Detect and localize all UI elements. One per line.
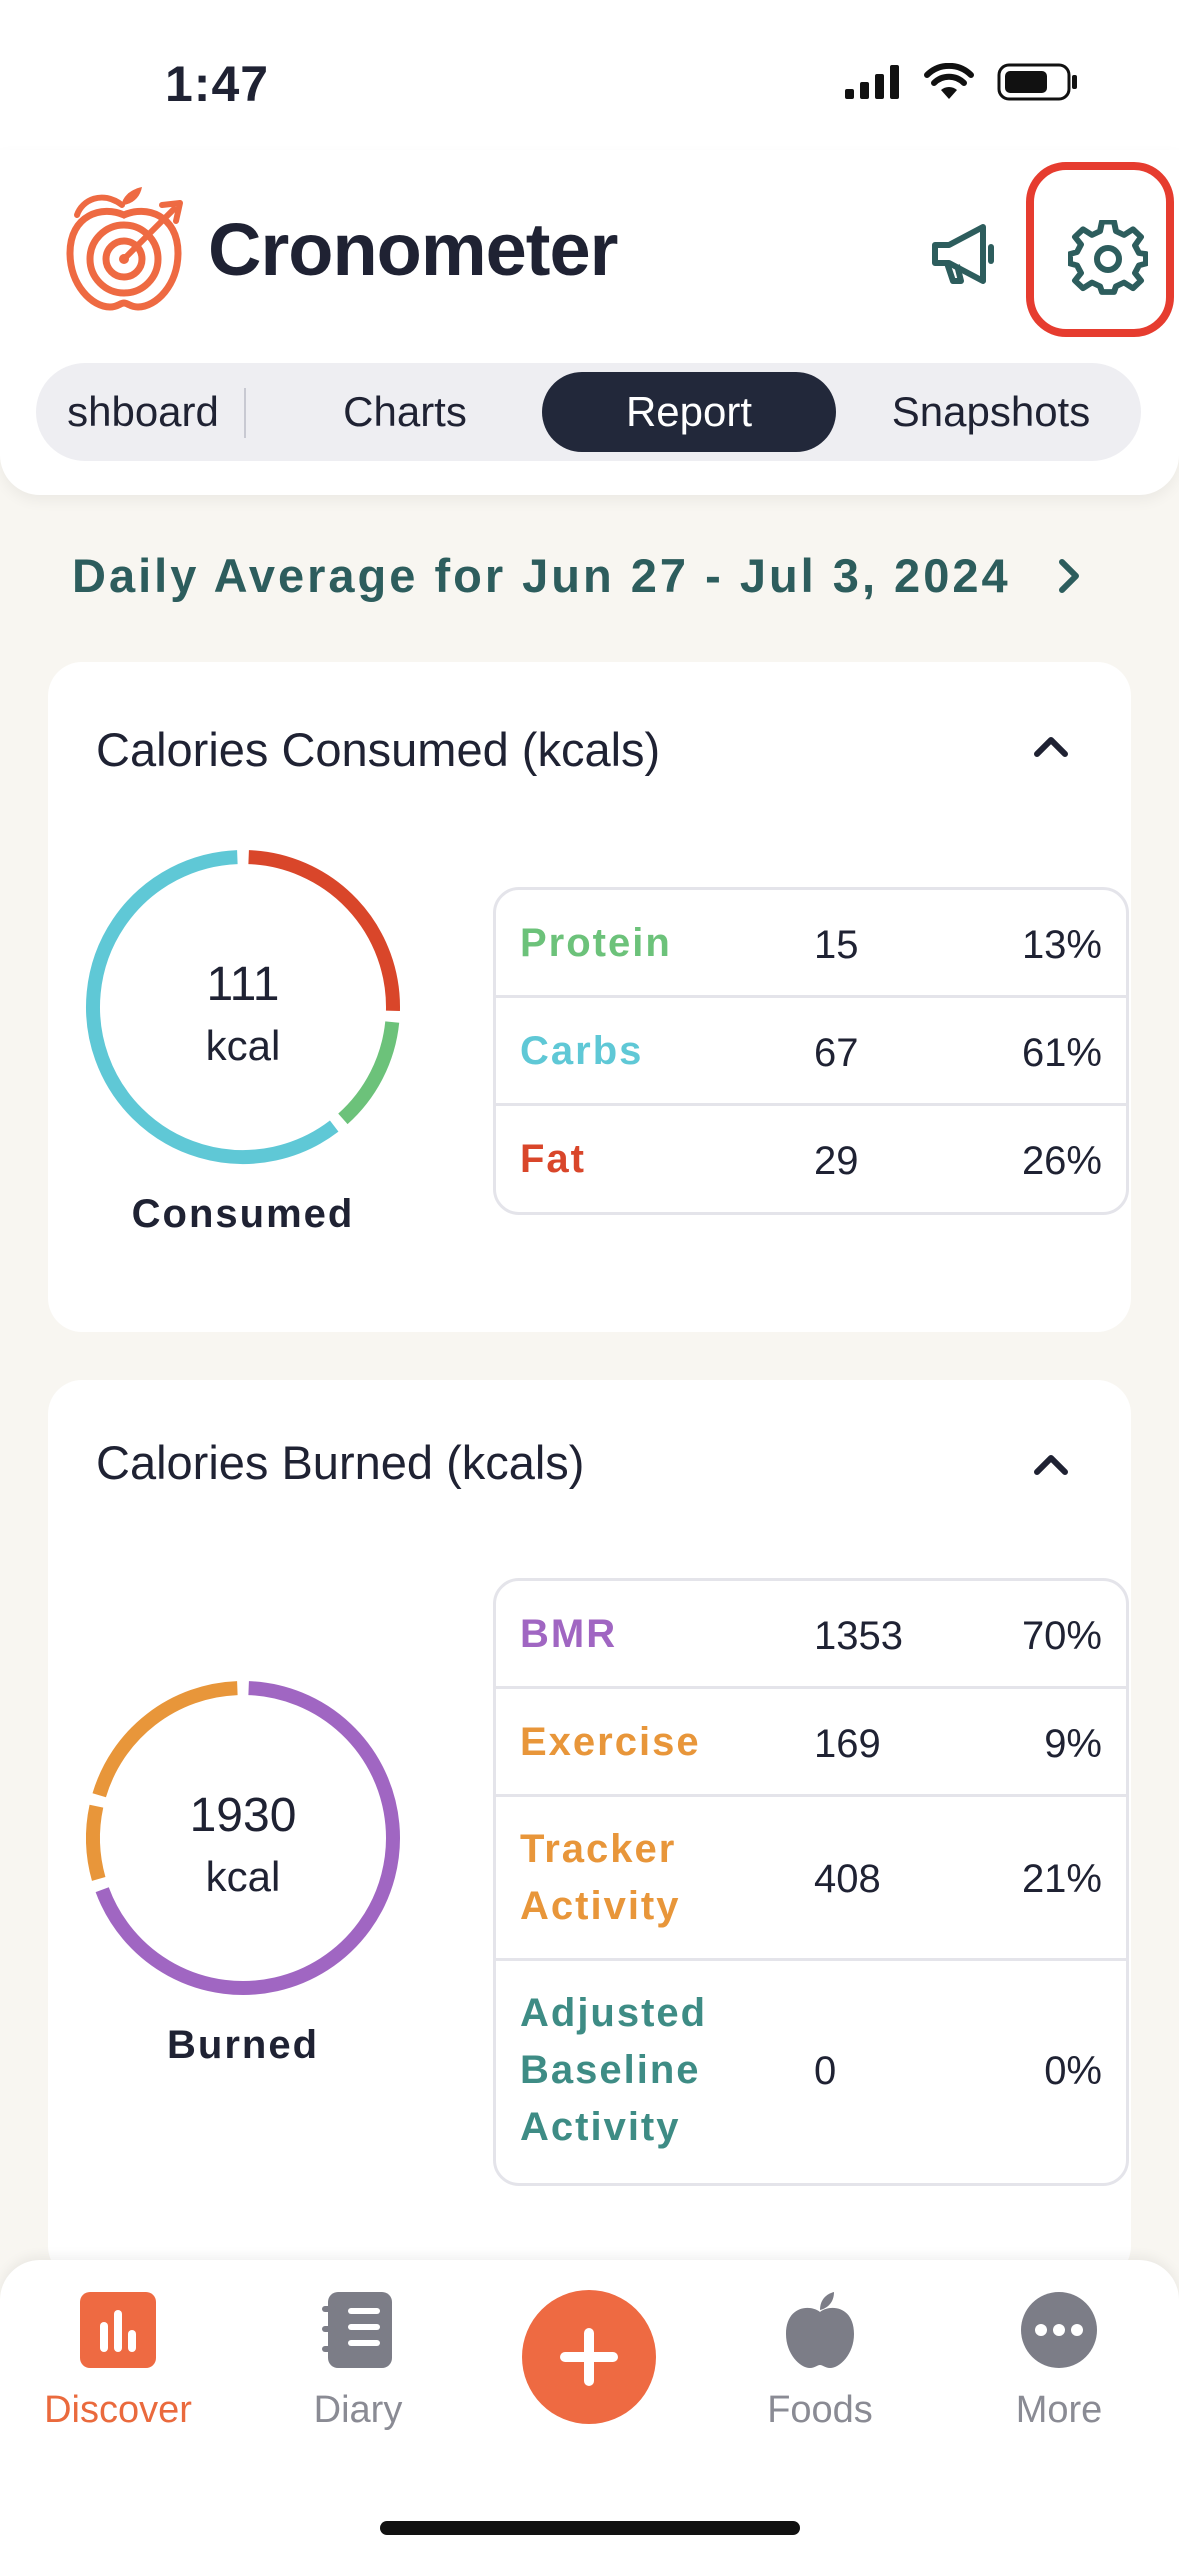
row-value: 169 xyxy=(814,1722,881,1766)
notebook-icon xyxy=(322,2292,392,2368)
calories-burned-card: Calories Burned (kcals) 1930 kcal Burned… xyxy=(48,1380,1131,2280)
row-value: 0 xyxy=(814,2049,837,2093)
burned-caption: Burned xyxy=(167,2023,319,2067)
tab-dashboard[interactable]: shboard xyxy=(67,388,219,435)
tab-divider xyxy=(244,388,246,438)
nav-label: Discover xyxy=(44,2389,192,2431)
row-percent: 9% xyxy=(1044,1722,1102,1766)
row-value: 1353 xyxy=(814,1614,903,1658)
table-row: Carbs 67 61% xyxy=(496,998,1126,1106)
chevron-up-icon[interactable] xyxy=(1031,1448,1071,1478)
row-value: 408 xyxy=(814,1857,881,1901)
apple-icon xyxy=(786,2292,854,2368)
burned-donut-chart xyxy=(86,1681,400,1995)
row-percent: 61% xyxy=(1021,1031,1102,1075)
table-row: Adjusted Baseline Activity 0 0% xyxy=(496,1961,1126,2183)
nav-label: Foods xyxy=(767,2389,873,2431)
app-header: Cronometer shboard Charts Report Snapsho… xyxy=(0,150,1179,495)
report-tabs: shboard Charts Report Snapshots xyxy=(36,363,1141,461)
donut-segment-protein xyxy=(338,1021,400,1125)
nav-diary[interactable]: Diary xyxy=(268,2290,448,2432)
row-name: Adjusted Baseline Activity xyxy=(520,1991,708,2149)
row-value: 15 xyxy=(814,923,859,967)
cellular-signal-icon xyxy=(845,65,899,99)
donut-segment-tracker-activity xyxy=(92,1681,238,1798)
donut-segment-fat xyxy=(248,850,400,1011)
chevron-up-icon[interactable] xyxy=(1031,730,1071,760)
row-name: Fat xyxy=(520,1137,586,1181)
burn-breakdown-table: BMR 1353 70% Exercise 169 9% Tracker Act… xyxy=(493,1578,1129,2186)
row-percent: 13% xyxy=(1021,923,1102,967)
nav-foods[interactable]: Foods xyxy=(730,2290,910,2432)
plus-icon xyxy=(560,2328,618,2386)
bottom-navigation: Discover Diary Foods xyxy=(0,2260,1179,2556)
status-bar: 1:47 xyxy=(0,0,1179,150)
date-range-label[interactable]: Daily Average for Jun 27 - Jul 3, 2024 xyxy=(72,549,1011,602)
table-row: Fat 29 26% xyxy=(496,1106,1126,1212)
table-row: BMR 1353 70% xyxy=(496,1581,1126,1689)
settings-highlight-box xyxy=(1026,162,1174,337)
table-row: Tracker Activity 408 21% xyxy=(496,1797,1126,1961)
calories-consumed-card: Calories Consumed (kcals) 111 kcal Consu… xyxy=(48,662,1131,1332)
tab-charts[interactable]: Charts xyxy=(343,388,467,435)
row-name: Protein xyxy=(520,921,672,965)
row-name: Exercise xyxy=(520,1720,701,1764)
consumed-donut-chart xyxy=(86,850,400,1164)
row-percent: 70% xyxy=(1021,1614,1102,1658)
row-percent: 0% xyxy=(1044,2049,1102,2093)
row-percent: 21% xyxy=(1021,1857,1102,1901)
consumed-kcal-unit: kcal xyxy=(205,1022,281,1069)
wifi-icon xyxy=(924,63,974,99)
nav-more[interactable]: More xyxy=(969,2290,1149,2432)
row-percent: 26% xyxy=(1021,1139,1102,1183)
tab-report[interactable]: Report xyxy=(542,372,836,452)
bar-chart-icon xyxy=(80,2292,156,2368)
chevron-right-icon[interactable] xyxy=(1052,556,1086,596)
more-icon xyxy=(1021,2292,1097,2368)
macros-table: Protein 15 13% Carbs 67 61% Fat 29 26% xyxy=(493,887,1129,1215)
nav-label: Diary xyxy=(313,2389,403,2431)
battery-icon xyxy=(997,63,1077,101)
burned-kcal-unit: kcal xyxy=(205,1853,281,1900)
tab-snapshots[interactable]: Snapshots xyxy=(891,388,1091,435)
row-value: 67 xyxy=(814,1031,859,1075)
cronometer-logo-icon xyxy=(66,187,183,311)
nav-label: More xyxy=(1015,2389,1103,2431)
donut-segment-bmr xyxy=(95,1681,400,1995)
status-time: 1:47 xyxy=(165,56,270,112)
status-icons xyxy=(845,62,1079,102)
table-row: Protein 15 13% xyxy=(496,890,1126,998)
home-indicator xyxy=(380,2521,800,2535)
settings-gear-icon[interactable] xyxy=(1068,220,1148,300)
donut-segment-carbs xyxy=(86,850,339,1164)
megaphone-icon[interactable] xyxy=(925,215,1005,295)
row-name: BMR xyxy=(520,1612,618,1656)
row-value: 29 xyxy=(814,1139,859,1183)
row-name: Tracker Activity xyxy=(520,1827,681,1928)
nav-discover[interactable]: Discover xyxy=(28,2290,208,2432)
consumed-caption: Consumed xyxy=(131,1192,355,1236)
donut-segment-exercise xyxy=(86,1804,106,1881)
card-title: Calories Consumed (kcals) xyxy=(96,723,661,776)
table-row: Exercise 169 9% xyxy=(496,1689,1126,1797)
row-name: Carbs xyxy=(520,1029,644,1073)
burned-kcal-value: 1930 xyxy=(189,1789,297,1842)
card-title: Calories Burned (kcals) xyxy=(96,1436,585,1489)
brand-name: Cronometer xyxy=(208,208,618,291)
add-entry-button[interactable] xyxy=(522,2290,656,2424)
consumed-kcal-value: 111 xyxy=(206,958,280,1011)
